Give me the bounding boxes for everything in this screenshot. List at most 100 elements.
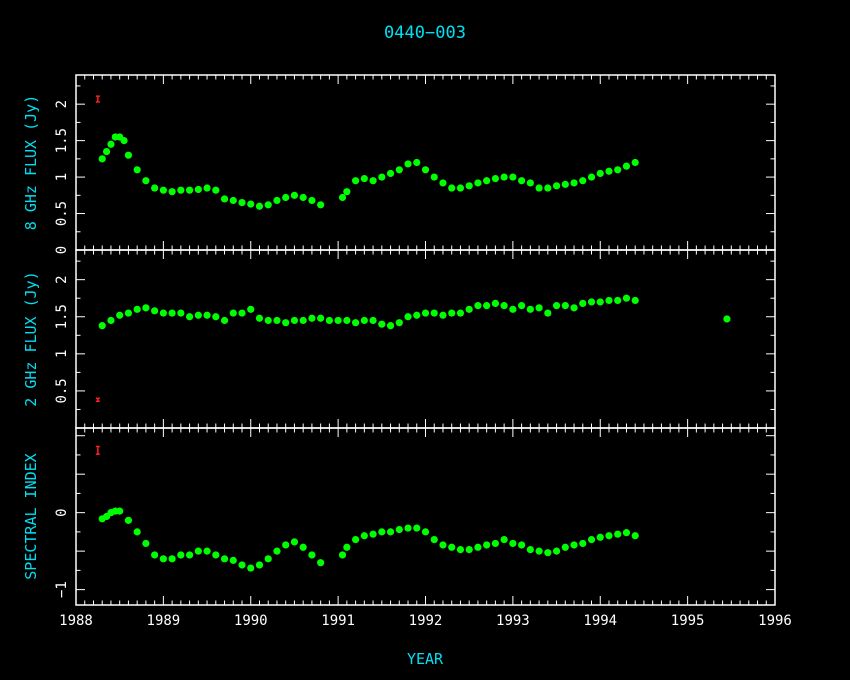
data-point [386, 528, 395, 536]
data-point [614, 296, 622, 305]
data-point [509, 305, 517, 313]
data-point [159, 309, 167, 317]
data-point [518, 302, 526, 310]
data-point [369, 177, 377, 185]
x-tick-label: 1995 [671, 613, 705, 629]
data-point [203, 184, 211, 192]
data-point [159, 186, 167, 194]
data-point [203, 547, 211, 555]
data-point [151, 184, 159, 192]
data-point [456, 545, 465, 554]
data-point [561, 180, 569, 188]
data-point [168, 188, 176, 196]
data-point [124, 516, 133, 524]
panel-pi: −1 0 SPECTRAL INDEX [22, 427, 776, 606]
data-point [273, 316, 281, 325]
x-tick-label: 1992 [409, 613, 443, 629]
data-point [404, 524, 412, 532]
data-point [290, 191, 299, 199]
data-point [526, 179, 534, 187]
data-point [229, 556, 237, 564]
data-point [526, 305, 534, 313]
data-point [605, 532, 613, 540]
data-point [404, 313, 412, 321]
data-point [552, 182, 561, 190]
panel-p2: 0.5 1 1.5 2 2 GHz FLUX (Jy) [22, 249, 776, 429]
panels-group: 0 0.5 1 1.5 2 8 GHz FLUX (Jy) 0.5 1 1.5 2 2 GHz FL… [22, 74, 792, 629]
data-point [421, 528, 430, 536]
data-point [142, 177, 150, 185]
data-point [596, 533, 604, 541]
y-axis-label: 2 GHz FLUX (Jy) [22, 271, 40, 406]
data-point [465, 545, 473, 554]
data-point [430, 535, 438, 544]
data-point [273, 196, 281, 205]
data-point [220, 316, 229, 325]
data-point [116, 311, 124, 319]
x-tick-label: 1988 [59, 613, 93, 629]
data-point [124, 151, 133, 159]
data-point [98, 322, 106, 330]
data-point [107, 316, 115, 325]
data-point [378, 173, 386, 181]
data-point [299, 193, 307, 202]
y-tick-label: 1.5 [54, 304, 70, 329]
data-point [413, 311, 421, 319]
data-point [369, 530, 377, 538]
data-point [133, 528, 141, 536]
data-point [317, 314, 325, 322]
data-point [491, 174, 499, 183]
data-point [360, 316, 368, 325]
x-tick-label: 1993 [496, 613, 530, 629]
data-point [509, 173, 517, 181]
data-point [378, 320, 386, 328]
x-tick-label: 1989 [147, 613, 181, 629]
data-point [255, 202, 264, 210]
data-point [430, 173, 438, 181]
data-point [229, 309, 237, 317]
data-point [518, 541, 526, 549]
data-point [500, 173, 508, 181]
data-point [264, 316, 272, 325]
data-point [290, 538, 299, 546]
data-point [317, 559, 325, 567]
data-point [448, 543, 456, 551]
data-point [544, 309, 552, 317]
y-tick-label: 2 [54, 275, 70, 283]
data-point [439, 311, 447, 319]
data-point [535, 304, 543, 312]
data-point [474, 543, 482, 551]
data-point [465, 182, 473, 190]
data-point [561, 302, 569, 310]
data-point [500, 535, 508, 544]
data-point [352, 535, 360, 544]
data-point [579, 539, 587, 548]
data-point [587, 173, 596, 181]
data-point [631, 158, 639, 167]
x-tick-label: 1996 [758, 613, 792, 629]
data-point [570, 304, 578, 312]
data-point [552, 302, 561, 310]
data-point [133, 166, 141, 174]
y-tick-label: 0 [54, 246, 70, 254]
x-axis-label: YEAR [407, 650, 444, 668]
data-point [544, 184, 552, 192]
data-point [395, 319, 403, 327]
data-point [456, 184, 465, 192]
data-point [614, 530, 622, 538]
chart-title: 0440−003 [384, 23, 466, 43]
data-point [343, 316, 351, 325]
data-point [570, 179, 578, 187]
data-point [212, 551, 220, 559]
data-point [483, 541, 491, 549]
data-point [238, 309, 246, 317]
data-point [282, 541, 290, 549]
data-point [535, 184, 543, 192]
data-point [247, 564, 255, 572]
data-point [212, 186, 220, 194]
data-point [334, 316, 342, 325]
data-point [723, 315, 731, 323]
data-point [299, 543, 307, 551]
data-point [378, 528, 386, 536]
data-point [614, 166, 622, 174]
